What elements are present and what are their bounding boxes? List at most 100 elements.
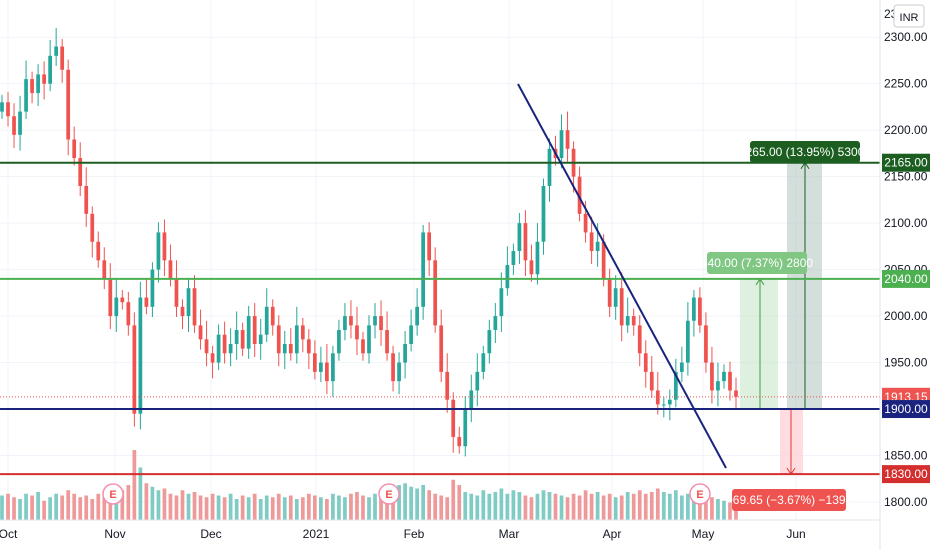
volume-bar [686, 493, 690, 520]
earnings-marker [102, 483, 124, 505]
volume-bar [631, 493, 636, 520]
candle-body [728, 371, 732, 391]
candle-body [361, 339, 365, 354]
volume-bar [698, 493, 702, 520]
volume-bar [415, 488, 419, 520]
candle-body [655, 390, 660, 405]
level-tag-label: 2165.00 [884, 156, 928, 170]
currency-button[interactable]: INR [893, 4, 925, 28]
volume-bar [216, 495, 221, 520]
volume-bar [403, 483, 407, 520]
candle-body [300, 325, 305, 340]
x-tick-label: Oct [0, 527, 18, 541]
volume-bar [679, 495, 684, 520]
volume-bar [12, 497, 16, 520]
volume-bar [643, 493, 648, 520]
candle-body [439, 325, 444, 372]
candle-body [631, 316, 636, 326]
volume-bar [264, 495, 269, 520]
volume-bar [421, 485, 426, 520]
volume-bar [439, 495, 444, 520]
volume-bar [210, 493, 215, 520]
candle-body [463, 409, 468, 447]
candle-body [349, 316, 353, 326]
candle-body [72, 139, 77, 159]
volume-bar [722, 500, 726, 520]
candle-body [204, 339, 209, 354]
volume-bar [523, 495, 528, 520]
candle-body [258, 334, 263, 344]
volume-bar [541, 490, 546, 520]
y-tick-label: 1850.00 [884, 449, 928, 463]
candle-body [234, 330, 239, 344]
candle-body [108, 278, 113, 317]
volume-bar [433, 493, 438, 520]
candle-body [535, 241, 540, 275]
candle-body [246, 316, 251, 349]
volume-bar [391, 488, 395, 520]
candle-body [716, 381, 720, 391]
x-tick-label: Apr [603, 527, 622, 541]
volume-bar [288, 495, 293, 520]
candle-body [517, 223, 522, 252]
candle-body [162, 232, 167, 261]
volume-bar [222, 497, 227, 520]
volume-bar [246, 497, 251, 520]
candle-body [192, 288, 197, 326]
volume-bar [649, 492, 654, 520]
volume-bar [156, 490, 161, 520]
earnings-marker [689, 483, 711, 505]
volume-bar [192, 492, 197, 520]
candle-body [54, 46, 59, 56]
volume-bar [132, 450, 137, 520]
x-tick-label: Nov [104, 527, 125, 541]
volume-bar [258, 499, 263, 520]
candle-body [84, 185, 89, 214]
candle-body [319, 362, 323, 372]
y-tick-label: 2000.00 [884, 309, 928, 323]
candle-body [523, 223, 528, 261]
volume-bar [228, 493, 233, 520]
volume-bar [511, 490, 516, 520]
measure-label-140-box [707, 252, 807, 274]
measure-label-negative-box [732, 489, 846, 511]
y-tick-label: 1800.00 [884, 495, 928, 509]
candle-body [120, 297, 125, 303]
volume-bar [637, 490, 642, 520]
volume-bar [716, 499, 720, 520]
level-tag-label: 2040.00 [884, 272, 928, 286]
volume-bar [319, 497, 323, 520]
volume-bar [270, 497, 275, 520]
candle-body [48, 55, 52, 84]
candle-body [96, 241, 101, 261]
currency-button-label: INR [900, 12, 919, 24]
measure-label-265-box [750, 141, 860, 163]
candle-body [505, 264, 510, 289]
candle-body [577, 176, 582, 214]
candle-body [565, 130, 570, 149]
candle-body [78, 158, 83, 186]
candle-body [511, 251, 516, 265]
candle-body [90, 213, 95, 242]
volume-bar [613, 497, 618, 520]
candle-body [102, 260, 107, 279]
volume-bar [553, 493, 558, 520]
candle-body [312, 353, 317, 372]
candle-body [180, 306, 185, 317]
volume-bar [114, 488, 119, 520]
candle-body [343, 316, 347, 331]
volume-bar [282, 497, 287, 520]
candle-body [132, 325, 137, 414]
volume-bar [180, 490, 185, 520]
candle-body [541, 185, 546, 242]
candle-body [379, 316, 383, 331]
volume-bar [306, 493, 311, 520]
candle-body [0, 102, 4, 112]
candle-body [433, 260, 438, 326]
volume-bar [710, 497, 714, 520]
volume-bar [36, 492, 40, 520]
candle-body [481, 353, 486, 372]
